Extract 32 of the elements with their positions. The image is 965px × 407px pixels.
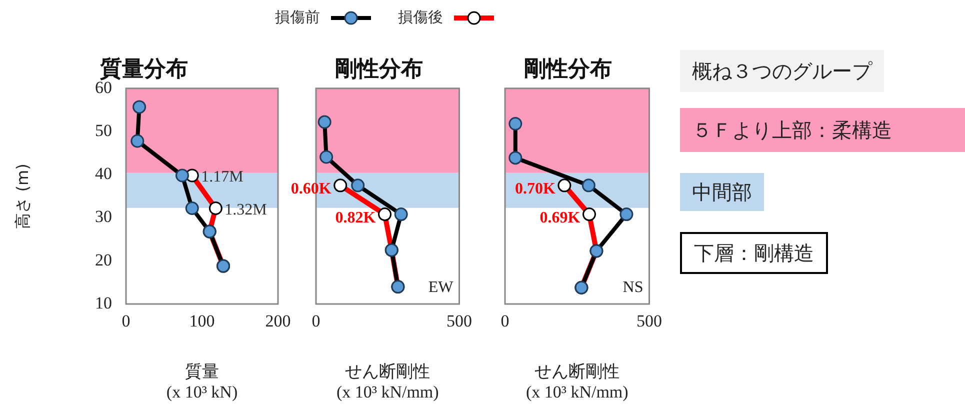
text: 下層：剛構造 xyxy=(680,232,828,274)
legend-label: 損傷前 xyxy=(275,8,320,27)
y-tick-label: 20 xyxy=(95,250,112,270)
x-tick-label: 500 xyxy=(636,312,662,331)
annotation: 0.69K xyxy=(540,209,581,226)
chart-title: 剛性分布 xyxy=(524,56,612,82)
x-tick-label: 200 xyxy=(265,312,291,331)
annotation: 1.17M xyxy=(201,168,244,186)
annotation: 0.60K xyxy=(290,180,332,198)
x-tick-label: 0 xyxy=(500,312,510,331)
y-tick-label: 30 xyxy=(95,207,112,226)
x-tick-label: 100 xyxy=(189,312,215,331)
legend-label: 損傷後 xyxy=(398,8,443,27)
y-tick-label: 50 xyxy=(95,120,112,140)
annotation: 0.82K xyxy=(335,209,376,226)
text: 概ね３つのグループ xyxy=(680,50,884,92)
annotation: 1.32M xyxy=(224,201,267,218)
text: 中間部 xyxy=(680,173,764,211)
text: ５Ｆより上部：柔構造 xyxy=(680,108,965,152)
x-axis-title: せん断剛性 (x 10³ kN/mm) xyxy=(526,362,628,402)
annotation: EW xyxy=(428,279,454,296)
y-axis-title: 高さ (m) xyxy=(12,164,32,229)
chart-title: 剛性分布 xyxy=(335,56,423,82)
x-axis-title: せん断剛性 (x 10³ kN/mm) xyxy=(336,362,439,402)
annotation: NS xyxy=(622,279,644,296)
x-axis-title: 質量 (x 10³ kN) xyxy=(166,362,238,402)
x-tick-label: 500 xyxy=(446,312,472,331)
x-tick-label: 0 xyxy=(122,312,130,331)
y-tick-label: 10 xyxy=(95,293,112,312)
annotation: 0.70K xyxy=(514,180,556,198)
y-tick-label: 40 xyxy=(95,164,112,184)
x-tick-label: 0 xyxy=(312,312,320,331)
